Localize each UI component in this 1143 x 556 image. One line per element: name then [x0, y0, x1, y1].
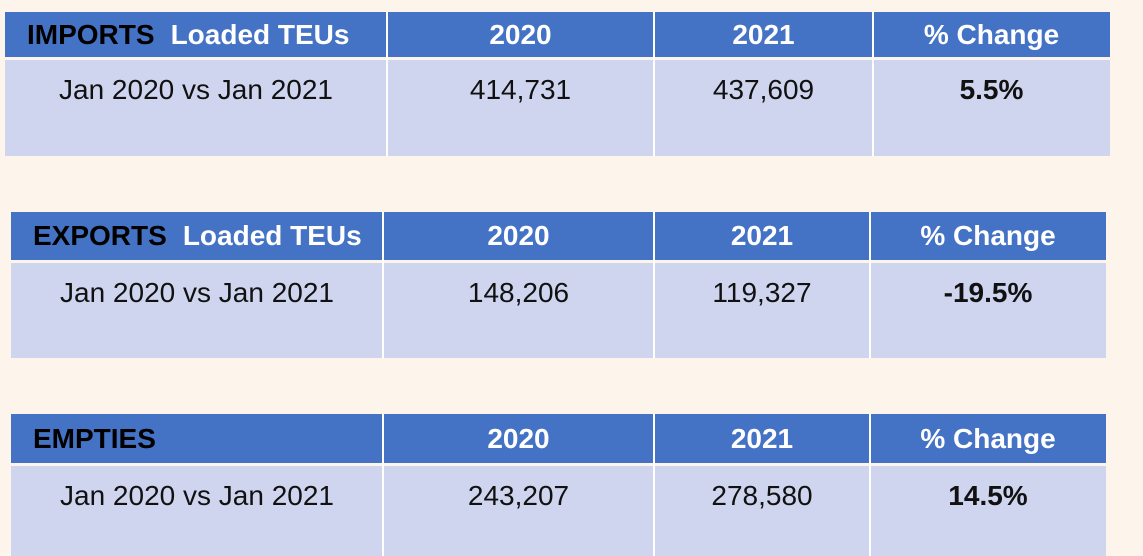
column-divider: [382, 414, 384, 556]
header-cell: EMPTIES: [11, 414, 383, 463]
column-divider: [653, 212, 655, 358]
header-label: IMPORTS: [27, 18, 155, 50]
body-cell: 119,327: [654, 263, 870, 358]
body-cell: 148,206: [383, 263, 654, 358]
column-divider: [386, 12, 388, 156]
column-divider: [872, 12, 874, 156]
column-divider: [653, 414, 655, 556]
header-label: EXPORTS: [33, 220, 167, 251]
body-cell: 437,609: [654, 60, 873, 156]
header-cell: IMPORTS Loaded TEUs: [5, 12, 387, 57]
header-cell: 2020: [383, 414, 654, 463]
body-cell: 278,580: [654, 466, 870, 556]
header-sublabel: Loaded TEUs: [170, 18, 350, 50]
page: IMPORTS Loaded TEUs 2020 2021% Change Jan 20…: [5, 12, 1110, 556]
column-divider: [869, 212, 871, 358]
column-divider: [869, 414, 871, 556]
body-cell: Jan 2020 vs Jan 2021: [5, 60, 387, 156]
header-sublabel: Loaded TEUs: [182, 220, 362, 251]
body-cell: Jan 2020 vs Jan 2021: [11, 263, 383, 358]
header-cell: 2021: [654, 12, 873, 57]
header-cell: 2021: [654, 414, 870, 463]
header-cell: 2021: [654, 212, 870, 260]
body-cell: -19.5%: [870, 263, 1106, 358]
body-cell: 14.5%: [870, 466, 1106, 556]
column-divider: [653, 12, 655, 156]
header-label: EMPTIES: [33, 422, 156, 454]
body-cell: 414,731: [387, 60, 654, 156]
header-cell: 2020: [387, 12, 654, 57]
body-cell: 5.5%: [873, 60, 1110, 156]
body-cell: 243,207: [383, 466, 654, 556]
column-divider: [382, 212, 384, 358]
header-cell: 2020: [383, 212, 654, 260]
body-cell: Jan 2020 vs Jan 2021: [11, 466, 383, 556]
header-cell: EXPORTS Loaded TEUs: [11, 212, 383, 260]
header-cell: % Change: [870, 414, 1106, 463]
header-cell: % Change: [870, 212, 1106, 260]
header-cell: % Change: [873, 12, 1110, 57]
